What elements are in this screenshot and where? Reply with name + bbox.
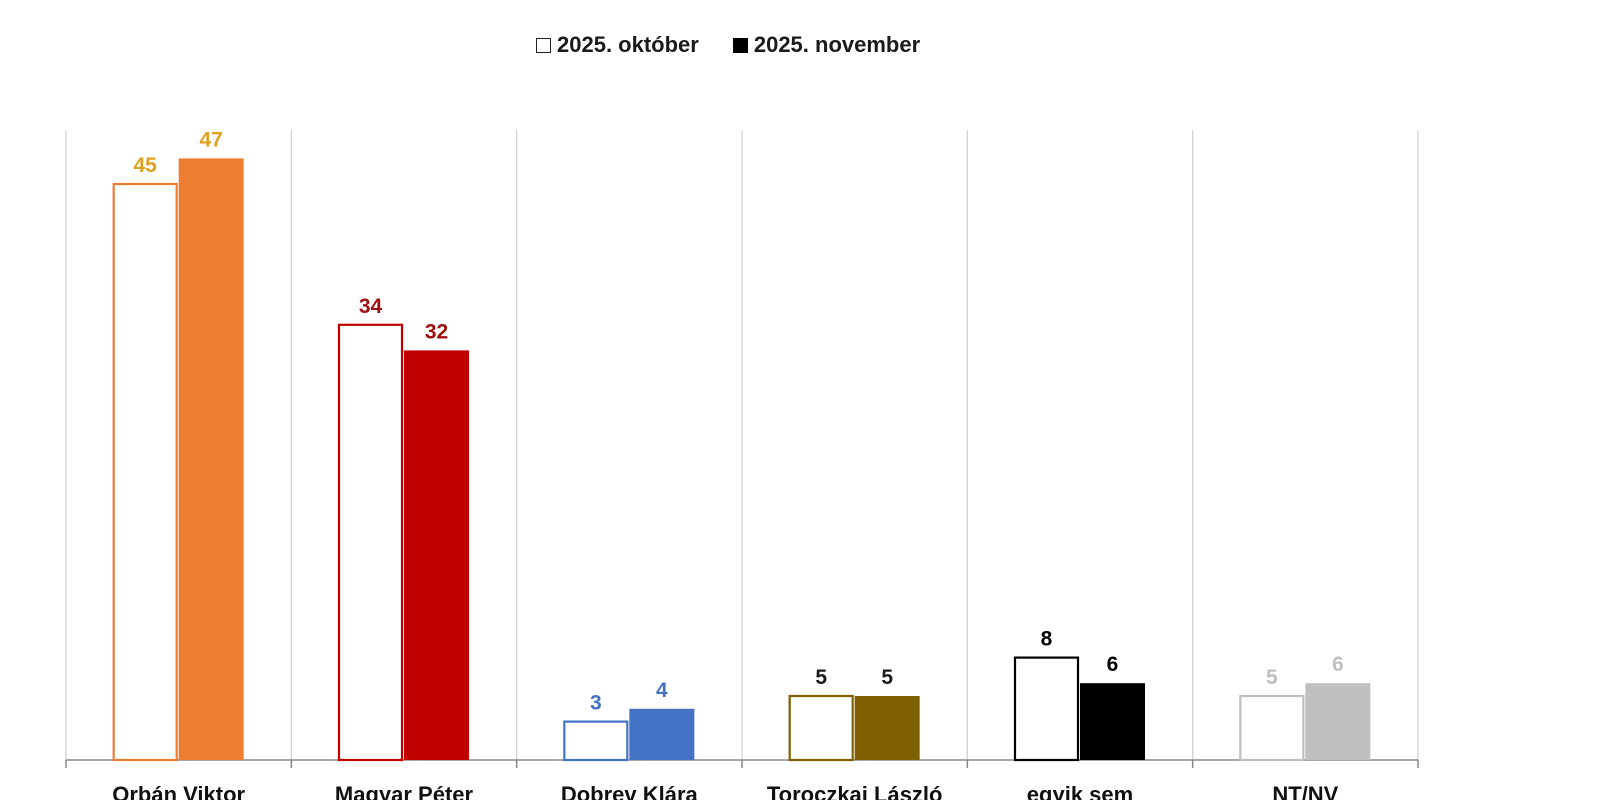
bar-november	[854, 696, 920, 760]
data-label: 4	[656, 679, 668, 702]
x-tick-label: Magyar Péter	[335, 782, 474, 800]
x-tick-label: Orbán Viktor	[112, 782, 245, 800]
bar-november	[178, 158, 244, 760]
legend-swatch-filled-icon	[732, 37, 748, 53]
legend-item-november: 2025. november	[732, 32, 921, 58]
data-label: 47	[199, 128, 222, 151]
bar-november	[1305, 683, 1371, 760]
data-label: 32	[425, 320, 448, 343]
x-tick-label: Dobrev Klára	[561, 782, 699, 800]
bar-october	[1239, 694, 1305, 762]
x-tick-label: egyik sem	[1027, 782, 1133, 800]
legend-swatch-outline-icon	[536, 37, 551, 53]
bar-november	[1080, 683, 1145, 760]
data-label: 34	[359, 295, 383, 318]
bar-october	[337, 323, 404, 762]
legend-item-october: 2025. október	[536, 32, 699, 58]
data-label: 3	[590, 692, 602, 715]
data-label: 6	[1107, 653, 1119, 676]
bar-october	[563, 720, 629, 762]
data-label: 5	[1266, 666, 1278, 689]
bar-october	[1013, 656, 1080, 762]
data-label: 6	[1332, 653, 1344, 676]
bar-october	[112, 182, 178, 762]
data-label: 5	[881, 666, 893, 689]
x-tick-label: NT/NV	[1272, 782, 1338, 800]
bar-november	[629, 708, 695, 760]
legend-label-october: 2025. október	[557, 32, 699, 57]
bar-october	[788, 694, 854, 762]
legend-label-november: 2025. november	[753, 32, 921, 57]
x-tick-label: Toroczkai László	[767, 782, 943, 800]
data-label: 5	[815, 666, 827, 689]
data-label: 45	[133, 154, 157, 177]
chart-legend: 2025. október 2025. november	[536, 32, 954, 58]
bar-november	[404, 350, 469, 760]
data-label: 8	[1041, 628, 1053, 651]
